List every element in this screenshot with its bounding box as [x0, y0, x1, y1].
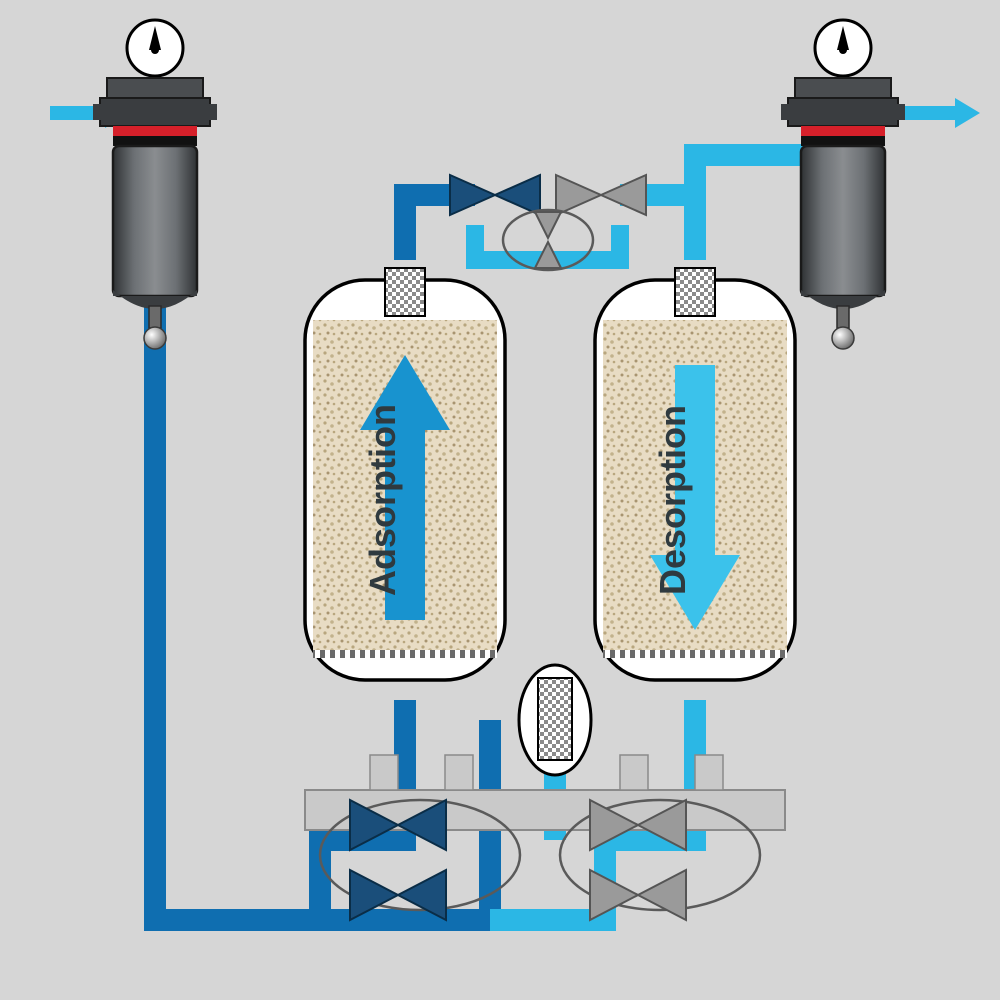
- muffler: [519, 665, 591, 775]
- vessel-right: Desorption: [595, 268, 795, 680]
- vessel-left: Adsorption: [305, 268, 505, 680]
- vessel-left-label: Adsorption: [362, 404, 403, 596]
- vessel-right-label: Desorption: [652, 405, 693, 595]
